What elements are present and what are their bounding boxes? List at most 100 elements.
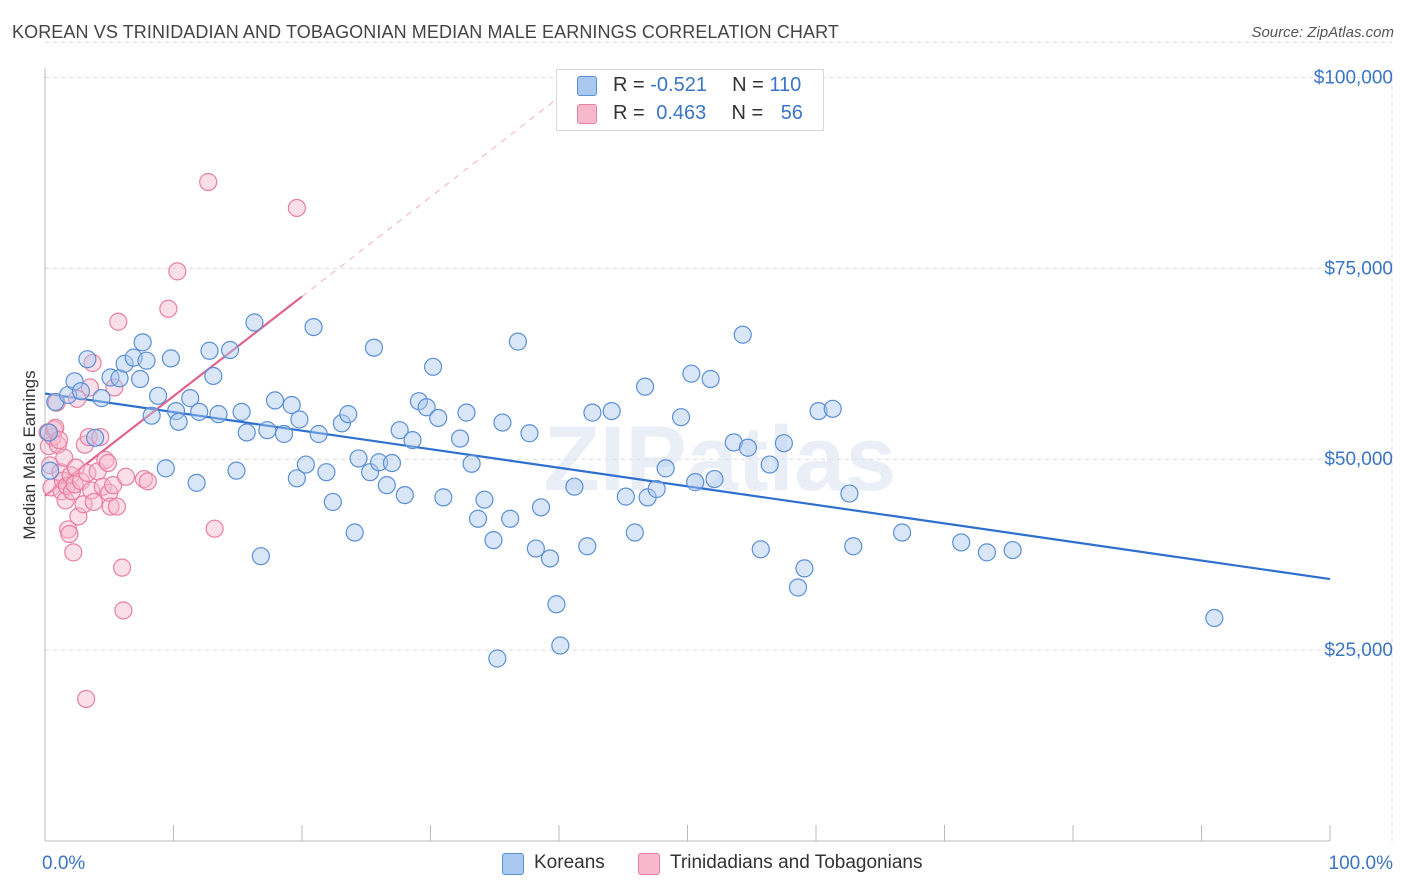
data-point-trinidadian: [60, 524, 79, 544]
data-point-korean: [635, 377, 655, 396]
data-point-korean: [488, 649, 507, 668]
data-point-korean: [200, 341, 219, 360]
data-point-korean: [508, 332, 527, 351]
data-point-korean: [332, 414, 351, 433]
series-label-koreans: Koreans: [534, 852, 605, 873]
data-point-korean: [551, 636, 570, 655]
y-tick-label: $50,000: [1324, 449, 1393, 470]
data-point-korean: [39, 423, 58, 442]
series-label-trinidadians: Trinidadians and Tobagonians: [670, 852, 923, 873]
data-point-korean: [92, 389, 111, 408]
data-point-trinidadian: [55, 448, 74, 467]
x-tick-label: 100.0%: [1329, 853, 1394, 874]
data-point-trinidadian: [168, 262, 187, 281]
data-point-trinidadian: [77, 689, 96, 709]
data-point-korean: [602, 401, 621, 421]
data-point-korean: [526, 539, 545, 558]
data-point-korean: [115, 354, 134, 373]
data-point-korean: [840, 484, 859, 503]
data-point-trinidadian: [107, 497, 127, 516]
data-point-trinidadian: [109, 312, 128, 331]
data-point-korean: [774, 434, 793, 453]
data-point-korean: [287, 469, 306, 488]
data-point-korean: [304, 317, 323, 337]
series-legend: Koreans Trinidadians and Tobagonians: [502, 852, 962, 876]
data-point-korean: [204, 366, 223, 386]
data-point-korean: [457, 403, 476, 422]
data-point-korean: [540, 549, 560, 568]
data-point-korean: [892, 523, 912, 542]
data-point-korean: [361, 463, 380, 482]
legend-n-label: N =: [732, 74, 770, 96]
data-point-korean: [265, 391, 285, 410]
data-point-korean: [738, 438, 757, 457]
data-point-trinidadian: [84, 492, 103, 512]
data-point-korean: [724, 433, 743, 452]
x-tick-label: 0.0%: [42, 853, 85, 874]
data-point-korean: [733, 325, 752, 344]
data-point-trinidadian: [56, 491, 75, 510]
data-point-korean: [701, 369, 720, 389]
data-point-korean: [78, 350, 97, 369]
watermark: ZIPatlas: [544, 408, 897, 510]
data-point-korean: [156, 459, 175, 478]
source-label: Source: ZipAtlas.com: [1251, 24, 1394, 41]
data-point-korean: [232, 402, 251, 421]
data-point-korean: [429, 408, 448, 428]
data-point-korean: [1003, 540, 1022, 560]
data-point-korean: [187, 473, 206, 492]
data-point-korean: [450, 429, 470, 448]
y-tick-label: $100,000: [1314, 67, 1393, 88]
data-point-trinidadian: [199, 172, 218, 192]
data-point-korean: [142, 406, 161, 425]
data-point-trinidadian: [205, 519, 224, 538]
data-point-korean: [251, 547, 270, 566]
data-point-trinidadian: [91, 427, 110, 447]
legend-n-value: 110: [769, 74, 802, 96]
data-point-korean: [130, 369, 150, 389]
data-point-korean: [395, 485, 414, 505]
data-point-korean: [578, 537, 597, 556]
data-point-korean: [339, 405, 358, 424]
data-point-korean: [148, 386, 168, 405]
legend-r-label: R =: [613, 74, 651, 96]
data-point-korean: [520, 424, 539, 443]
data-point-trinidadian: [57, 476, 76, 496]
data-point-korean: [751, 540, 770, 559]
y-axis-label: Median Male Earnings: [20, 370, 39, 539]
data-point-korean: [501, 509, 520, 528]
data-point-trinidadian: [66, 458, 85, 477]
data-point-korean: [370, 453, 389, 472]
data-point-korean: [671, 408, 691, 427]
legend-swatch-koreans: [577, 76, 597, 96]
data-point-korean: [382, 453, 402, 473]
legend-r-value: 0.463: [656, 102, 707, 124]
data-point-korean: [760, 455, 779, 474]
data-point-korean: [423, 357, 443, 376]
legend-n-label: N =: [731, 102, 769, 124]
y-tick-labels: $25,000 $50,000 $75,000 $100,000: [1314, 67, 1393, 661]
data-point-korean: [583, 403, 602, 422]
points-koreans: [39, 313, 1224, 668]
y-tick-label: $25,000: [1324, 640, 1393, 661]
data-point-korean: [237, 423, 256, 442]
data-point-trinidadian: [105, 378, 124, 397]
data-point-trinidadian: [41, 456, 60, 475]
data-point-korean: [565, 477, 584, 496]
legend-r-label: R =: [613, 102, 651, 124]
series-swatch-koreans: [502, 853, 524, 875]
data-point-korean: [493, 413, 512, 432]
data-point-korean: [258, 421, 277, 440]
data-point-trinidadian: [116, 467, 136, 486]
data-point-trinidadian: [39, 437, 58, 456]
data-point-korean: [317, 463, 336, 482]
data-point-trinidadian: [287, 198, 306, 218]
data-point-korean: [952, 533, 971, 552]
data-point-korean: [484, 531, 503, 550]
data-point-korean: [647, 479, 666, 499]
data-point-korean: [86, 428, 105, 447]
data-point-korean: [274, 424, 294, 444]
data-point-korean: [169, 412, 188, 431]
data-point-korean: [434, 488, 453, 507]
data-point-korean: [462, 454, 481, 473]
